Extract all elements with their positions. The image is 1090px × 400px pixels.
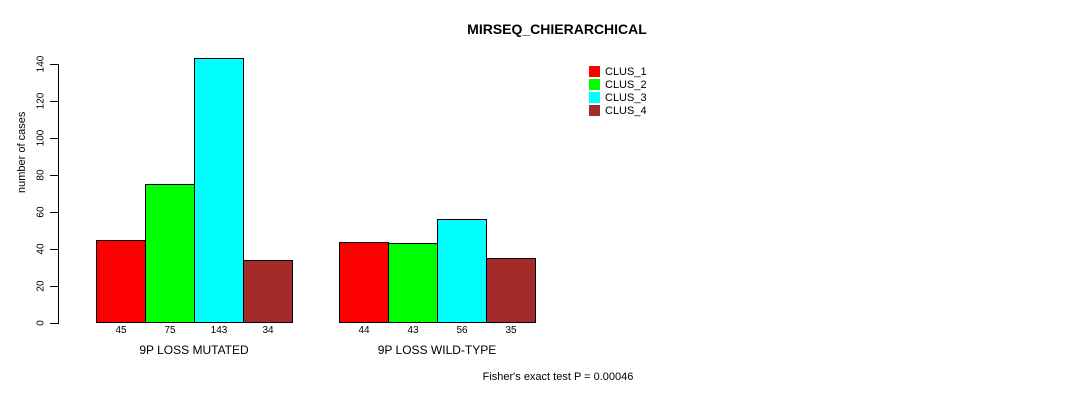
y-tick-label: 20: [35, 280, 47, 292]
legend-swatch: [589, 105, 600, 116]
y-tick-label: 140: [35, 55, 47, 73]
y-tick-label-anchor: 120: [36, 93, 58, 112]
legend-label: CLUS_1: [605, 65, 647, 78]
bar-value-label: 44: [358, 325, 370, 336]
legend-item-clus_2: CLUS_2: [589, 78, 647, 91]
y-tick-label-anchor: 0: [36, 320, 47, 334]
legend-swatch: [589, 92, 600, 103]
bar-clus_4-group1: [243, 260, 293, 323]
legend-swatch: [589, 66, 600, 77]
legend-swatch: [589, 79, 600, 90]
y-tick-mark: [50, 286, 58, 287]
legend-label: CLUS_3: [605, 91, 647, 104]
group-label-wild-type: 9P LOSS WILD-TYPE: [377, 343, 497, 357]
footnote-fisher-test: Fisher's exact test P = 0.00046: [482, 371, 634, 383]
y-tick-label-anchor: 80: [36, 169, 52, 186]
bar-value-label: 35: [505, 325, 517, 336]
legend-item-clus_1: CLUS_1: [589, 65, 647, 78]
bar-clus_3-group1: [194, 58, 244, 323]
y-tick-label: 0: [35, 320, 47, 326]
bar-clus_1-group2: [339, 242, 389, 323]
bar-value-label: 45: [115, 325, 127, 336]
bar-clus_1-group1: [96, 240, 146, 323]
y-tick-label: 80: [35, 169, 47, 181]
bar-value-label: 43: [407, 325, 419, 336]
y-axis-line: [58, 64, 59, 324]
bar-value-label: 75: [164, 325, 176, 336]
y-tick-label-anchor: 60: [36, 206, 52, 223]
legend-item-clus_4: CLUS_4: [589, 104, 647, 117]
y-tick-mark: [50, 249, 58, 250]
y-tick-label-anchor: 20: [36, 280, 52, 297]
bar-value-label: 143: [210, 325, 228, 336]
y-tick-mark: [50, 64, 58, 65]
y-tick-label: 120: [35, 92, 47, 110]
bar-value-label: 34: [262, 325, 274, 336]
y-tick-label-anchor: 40: [36, 243, 52, 260]
legend: CLUS_1 CLUS_2 CLUS_3 CLUS_4: [589, 65, 647, 117]
group-label-mutated: 9P LOSS MUTATED: [139, 343, 249, 357]
bar-clus_2-group1: [145, 184, 195, 323]
bar-value-label: 56: [456, 325, 468, 336]
legend-label: CLUS_4: [605, 104, 647, 117]
y-tick-mark: [50, 323, 58, 324]
bar-clus_3-group2: [437, 219, 487, 323]
legend-item-clus_3: CLUS_3: [589, 91, 647, 104]
y-tick-label: 40: [35, 243, 47, 255]
y-tick-mark: [50, 175, 58, 176]
y-tick-mark: [50, 212, 58, 213]
y-tick-label-anchor: 140: [36, 56, 58, 75]
legend-label: CLUS_2: [605, 78, 647, 91]
bar-clus_4-group2: [486, 258, 536, 323]
chart-title: MIRSEQ_CHIERARCHICAL: [467, 21, 647, 37]
y-tick-label: 60: [35, 206, 47, 218]
y-tick-mark: [50, 101, 58, 102]
y-tick-label-anchor: 100: [36, 130, 58, 149]
y-tick-mark: [50, 138, 58, 139]
bar-clus_2-group2: [388, 243, 438, 323]
y-tick-label: 100: [35, 129, 47, 147]
